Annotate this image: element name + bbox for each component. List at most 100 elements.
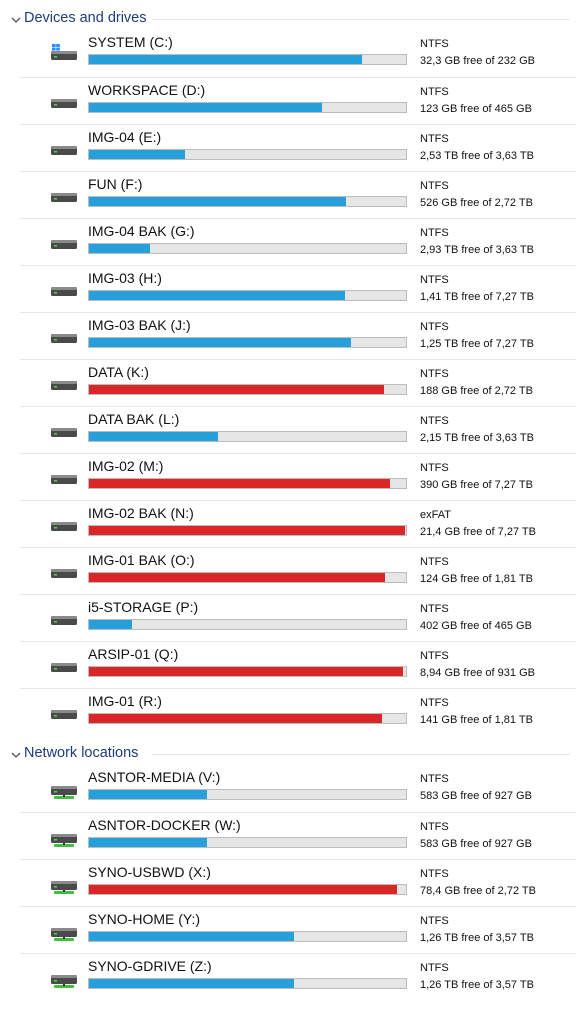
drive-name: ASNTOR-DOCKER (W:): [88, 817, 241, 833]
filesystem-label: NTFS: [420, 227, 449, 239]
usage-bar-fill: [89, 714, 382, 723]
usage-bar-fill: [89, 385, 385, 394]
free-space-label: 124 GB free of 1,81 TB: [420, 573, 533, 585]
usage-bar: [88, 713, 407, 724]
drive-tile[interactable]: SYSTEM (C:) NTFS 32,3 GB free of 232 GB: [20, 30, 576, 76]
drive-tile[interactable]: SYNO-USBWD (X:) NTFS 78,4 GB free of 2,72 …: [20, 859, 576, 906]
chevron-down-icon[interactable]: [10, 748, 22, 760]
free-space-label: 8,94 GB free of 931 GB: [420, 667, 535, 679]
drive-tile[interactable]: SYNO-HOME (Y:) NTFS 1,26 TB free of 3,57 T…: [20, 906, 576, 953]
usage-bar-fill: [89, 573, 385, 582]
drive-tile[interactable]: IMG-03 BAK (J:) NTFS 1,25 TB free of 7,27 …: [20, 312, 576, 359]
section-header-local[interactable]: Devices and drives: [0, 8, 576, 30]
hard-drive-icon: [50, 92, 80, 114]
drive-name: IMG-02 BAK (N:): [88, 505, 194, 521]
section-title: Network locations: [24, 745, 139, 761]
filesystem-label: NTFS: [420, 38, 449, 50]
filesystem-label: NTFS: [420, 133, 449, 145]
drive-name: SYNO-GDRIVE (Z:): [88, 958, 212, 974]
drive-name: SYNO-USBWD (X:): [88, 864, 211, 880]
usage-bar: [88, 525, 407, 536]
drive-name: DATA BAK (L:): [88, 411, 180, 427]
drive-tile[interactable]: ASNTOR-MEDIA (V:) NTFS 583 GB free of 927 …: [20, 765, 576, 811]
drive-tile[interactable]: ARSIP-01 (Q:) NTFS 8,94 GB free of 931 GB: [20, 641, 576, 688]
filesystem-label: NTFS: [420, 86, 449, 98]
filesystem-label: NTFS: [420, 462, 449, 474]
drive-name: IMG-03 BAK (J:): [88, 317, 191, 333]
free-space-label: 123 GB free of 465 GB: [420, 103, 532, 115]
drive-name: FUN (F:): [88, 176, 143, 192]
hard-drive-icon: [50, 327, 80, 349]
free-space-label: 1,41 TB free of 7,27 TB: [420, 291, 534, 303]
usage-bar: [88, 789, 407, 800]
hard-drive-icon: [50, 562, 80, 584]
hard-drive-icon: [50, 186, 80, 208]
usage-bar: [88, 431, 407, 442]
free-space-label: 2,15 TB free of 3,63 TB: [420, 432, 534, 444]
hard-drive-icon: [50, 139, 80, 161]
filesystem-label: NTFS: [420, 915, 449, 927]
free-space-label: 402 GB free of 465 GB: [420, 620, 532, 632]
usage-bar-fill: [89, 291, 345, 300]
drive-name: IMG-03 (H:): [88, 270, 162, 286]
free-space-label: 78,4 GB free of 2,72 TB: [420, 885, 536, 897]
free-space-label: 2,53 TB free of 3,63 TB: [420, 150, 534, 162]
usage-bar-fill: [89, 667, 403, 676]
usage-bar-fill: [89, 620, 132, 629]
hard-drive-icon: [50, 515, 80, 537]
drive-name: IMG-04 BAK (G:): [88, 223, 195, 239]
network-drive-icon: [50, 779, 80, 801]
drive-tile[interactable]: FUN (F:) NTFS 526 GB free of 2,72 TB: [20, 171, 576, 218]
section-title: Devices and drives: [24, 10, 147, 26]
free-space-label: 2,93 TB free of 3,63 TB: [420, 244, 534, 256]
drive-tile[interactable]: IMG-03 (H:) NTFS 1,41 TB free of 7,27 TB: [20, 265, 576, 312]
network-drive-icon: [50, 968, 80, 990]
usage-bar-fill: [89, 885, 398, 894]
free-space-label: 1,26 TB free of 3,57 TB: [420, 979, 534, 991]
network-drive-icon: [50, 921, 80, 943]
usage-bar: [88, 384, 407, 395]
filesystem-label: NTFS: [420, 868, 449, 880]
drive-tile[interactable]: ASNTOR-DOCKER (W:) NTFS 583 GB free of 927…: [20, 812, 576, 859]
usage-bar: [88, 837, 407, 848]
drive-tile[interactable]: IMG-04 (E:) NTFS 2,53 TB free of 3,63 TB: [20, 124, 576, 171]
drive-name: IMG-01 BAK (O:): [88, 552, 195, 568]
usage-bar-fill: [89, 838, 207, 847]
drive-tile[interactable]: WORKSPACE (D:) NTFS 123 GB free of 465 GB: [20, 77, 576, 124]
drive-tile[interactable]: DATA (K:) NTFS 188 GB free of 2,72 TB: [20, 359, 576, 406]
drive-name: IMG-01 (R:): [88, 693, 162, 709]
filesystem-label: NTFS: [420, 650, 449, 662]
drive-tile[interactable]: IMG-02 (M:) NTFS 390 GB free of 7,27 TB: [20, 453, 576, 500]
free-space-label: 1,25 TB free of 7,27 TB: [420, 338, 534, 350]
chevron-down-icon[interactable]: [10, 13, 22, 25]
hard-drive-icon: [50, 703, 80, 725]
usage-bar: [88, 478, 407, 489]
hard-drive-icon: [50, 233, 80, 255]
filesystem-label: NTFS: [420, 368, 449, 380]
usage-bar: [88, 290, 407, 301]
free-space-label: 526 GB free of 2,72 TB: [420, 197, 533, 209]
drive-name: ASNTOR-MEDIA (V:): [88, 769, 221, 785]
drive-tile[interactable]: IMG-02 BAK (N:) exFAT 21,4 GB free of 7,27…: [20, 500, 576, 547]
section-header-network[interactable]: Network locations: [0, 743, 576, 765]
drive-tile[interactable]: IMG-01 (R:) NTFS 141 GB free of 1,81 TB: [20, 688, 576, 735]
usage-bar-fill: [89, 103, 322, 112]
free-space-label: 21,4 GB free of 7,27 TB: [420, 526, 536, 538]
drive-tile[interactable]: IMG-01 BAK (O:) NTFS 124 GB free of 1,81 T…: [20, 547, 576, 594]
drive-tile[interactable]: IMG-04 BAK (G:) NTFS 2,93 TB free of 3,63 …: [20, 218, 576, 265]
usage-bar: [88, 54, 407, 65]
drive-tile[interactable]: SYNO-GDRIVE (Z:) NTFS 1,26 TB free of 3,57…: [20, 953, 576, 1000]
free-space-label: 32,3 GB free of 232 GB: [420, 55, 535, 67]
free-space-label: 188 GB free of 2,72 TB: [420, 385, 533, 397]
usage-bar: [88, 884, 407, 895]
drive-tile[interactable]: DATA BAK (L:) NTFS 2,15 TB free of 3,63 TB: [20, 406, 576, 453]
drive-name: i5-STORAGE (P:): [88, 599, 199, 615]
usage-bar-fill: [89, 55, 362, 64]
filesystem-label: NTFS: [420, 415, 449, 427]
drive-tile[interactable]: i5-STORAGE (P:) NTFS 402 GB free of 465 GB: [20, 594, 576, 641]
usage-bar-fill: [89, 790, 207, 799]
filesystem-label: exFAT: [420, 509, 451, 521]
free-space-label: 583 GB free of 927 GB: [420, 790, 532, 802]
hard-drive-icon: [50, 421, 80, 443]
usage-bar-fill: [89, 979, 295, 988]
